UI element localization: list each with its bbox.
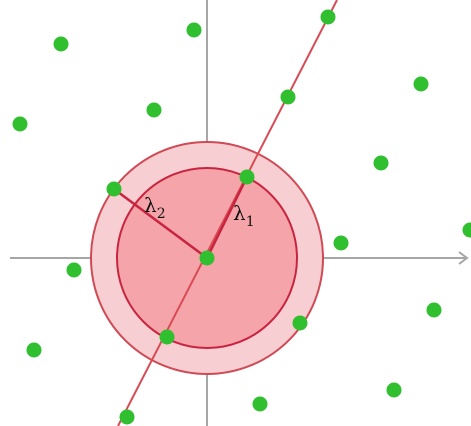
- lambda2-radius-line: [113, 187, 208, 260]
- lattice-point: [333, 235, 349, 251]
- lattice-point: [12, 116, 28, 132]
- lambda1-label: λ1: [233, 201, 255, 230]
- lattice-point: [146, 102, 162, 118]
- lattice-point: [280, 89, 296, 105]
- lattice-point: [119, 409, 135, 425]
- lattice-point: [462, 222, 471, 238]
- lattice-point: [53, 36, 69, 52]
- x-axis-arrowhead: [458, 251, 469, 265]
- lattice-point: [239, 169, 255, 185]
- lattice-point: [413, 76, 429, 92]
- lattice-point: [320, 9, 336, 25]
- lambda1-subscript: 1: [246, 214, 255, 230]
- lattice-point: [186, 22, 202, 38]
- lattice-point: [159, 329, 175, 345]
- lattice-point: [386, 382, 402, 398]
- lambda1-radius-line: [205, 176, 249, 259]
- lambda1-symbol: λ: [233, 201, 246, 225]
- lattice-point: [66, 262, 82, 278]
- lattice-point: [252, 396, 268, 412]
- basis-line: [117, 0, 338, 426]
- lattice-point-origin: [199, 250, 215, 266]
- lattice-point: [426, 302, 442, 318]
- lambda2-label: λ2: [144, 193, 166, 222]
- lattice-point: [106, 181, 122, 197]
- lambda2-symbol: λ: [144, 193, 157, 217]
- lattice-points: [12, 9, 471, 425]
- lambda2-subscript: 2: [157, 206, 166, 222]
- lattice-point: [26, 342, 42, 358]
- lattice-point: [292, 315, 308, 331]
- lattice-point: [373, 155, 389, 171]
